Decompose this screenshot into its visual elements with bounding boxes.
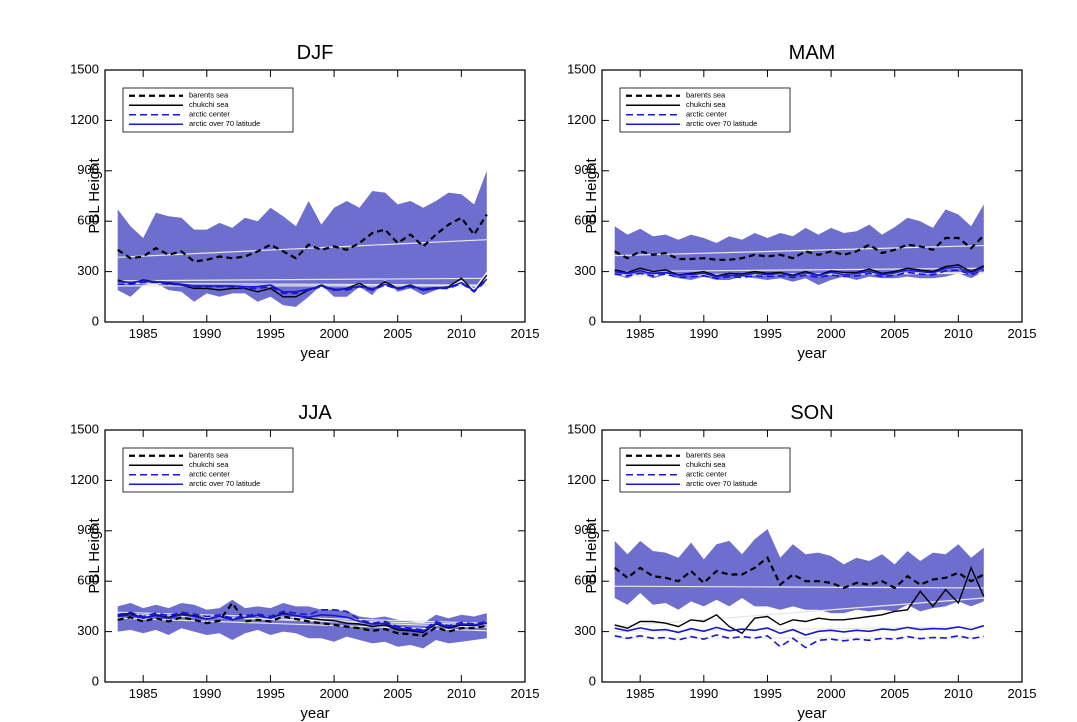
xtick-label: 2015 bbox=[1008, 326, 1037, 341]
legend-label: arctic center bbox=[686, 110, 727, 119]
xtick-label: 2015 bbox=[511, 686, 540, 701]
ytick-label: 0 bbox=[92, 313, 99, 328]
xaxis-label: year bbox=[105, 345, 525, 362]
xtick-label: 2000 bbox=[817, 686, 846, 701]
xtick-label: 1990 bbox=[192, 686, 221, 701]
xtick-label: 2000 bbox=[320, 686, 349, 701]
legend-label: chukchi sea bbox=[686, 460, 726, 469]
legend-label: arctic over 70 latitude bbox=[189, 119, 260, 128]
ytick-label: 1500 bbox=[567, 61, 596, 76]
legend-label: chukchi sea bbox=[686, 100, 726, 109]
xtick-label: 1985 bbox=[129, 326, 158, 341]
xtick-label: 2015 bbox=[511, 326, 540, 341]
xtick-label: 1985 bbox=[129, 686, 158, 701]
ytick-label: 0 bbox=[589, 673, 596, 688]
xtick-label: 2005 bbox=[383, 326, 412, 341]
xtick-label: 2010 bbox=[944, 686, 973, 701]
xtick-label: 1995 bbox=[256, 326, 285, 341]
ytick-label: 1200 bbox=[70, 472, 99, 487]
xtick-label: 2010 bbox=[447, 326, 476, 341]
xtick-label: 1990 bbox=[689, 686, 718, 701]
xtick-label: 1990 bbox=[192, 326, 221, 341]
xtick-label: 2005 bbox=[383, 686, 412, 701]
ytick-label: 900 bbox=[574, 162, 596, 177]
panel-title: JJA bbox=[105, 402, 525, 425]
xtick-label: 1990 bbox=[689, 326, 718, 341]
plot-svg: 0300600900120015001985199019952000200520… bbox=[105, 430, 525, 682]
ytick-label: 600 bbox=[77, 213, 99, 228]
legend-label: barents sea bbox=[686, 451, 726, 460]
xtick-label: 2000 bbox=[817, 326, 846, 341]
plot-svg: 0300600900120015001985199019952000200520… bbox=[105, 70, 525, 322]
xtick-label: 1985 bbox=[626, 326, 655, 341]
legend-label: chukchi sea bbox=[189, 460, 229, 469]
legend-label: arctic center bbox=[189, 110, 230, 119]
panel-title: DJF bbox=[105, 42, 525, 65]
ytick-label: 900 bbox=[77, 522, 99, 537]
panel-jja: JJAyearPBL Height03006009001200150019851… bbox=[105, 430, 525, 682]
xtick-label: 2010 bbox=[944, 326, 973, 341]
plot-svg: 0300600900120015001985199019952000200520… bbox=[602, 70, 1022, 322]
xtick-label: 1995 bbox=[753, 326, 782, 341]
ytick-label: 1500 bbox=[567, 421, 596, 436]
ytick-label: 900 bbox=[77, 162, 99, 177]
xaxis-label: year bbox=[602, 705, 1022, 722]
xtick-label: 1995 bbox=[256, 686, 285, 701]
legend-label: arctic over 70 latitude bbox=[189, 479, 260, 488]
xtick-label: 2005 bbox=[880, 326, 909, 341]
xtick-label: 2015 bbox=[1008, 686, 1037, 701]
xaxis-label: year bbox=[105, 705, 525, 722]
ytick-label: 0 bbox=[92, 673, 99, 688]
plot-svg: 0300600900120015001985199019952000200520… bbox=[602, 430, 1022, 682]
xtick-label: 2000 bbox=[320, 326, 349, 341]
xtick-label: 2010 bbox=[447, 686, 476, 701]
ytick-label: 0 bbox=[589, 313, 596, 328]
ytick-label: 1500 bbox=[70, 61, 99, 76]
ytick-label: 600 bbox=[574, 573, 596, 588]
ytick-label: 600 bbox=[77, 573, 99, 588]
legend-label: barents sea bbox=[189, 451, 229, 460]
panel-djf: DJFyearPBL Height03006009001200150019851… bbox=[105, 70, 525, 322]
legend-label: arctic over 70 latitude bbox=[686, 119, 757, 128]
figure-root: DJFyearPBL Height03006009001200150019851… bbox=[0, 0, 1077, 720]
legend-label: barents sea bbox=[189, 91, 229, 100]
legend-label: arctic over 70 latitude bbox=[686, 479, 757, 488]
ytick-label: 1200 bbox=[70, 112, 99, 127]
ytick-label: 300 bbox=[77, 263, 99, 278]
ytick-label: 600 bbox=[574, 213, 596, 228]
ytick-label: 1500 bbox=[70, 421, 99, 436]
legend-label: barents sea bbox=[686, 91, 726, 100]
panel-son: SONyearPBL Height03006009001200150019851… bbox=[602, 430, 1022, 682]
panel-title: MAM bbox=[602, 42, 1022, 65]
legend-label: chukchi sea bbox=[189, 100, 229, 109]
xtick-label: 2005 bbox=[880, 686, 909, 701]
xtick-label: 1985 bbox=[626, 686, 655, 701]
ytick-label: 300 bbox=[574, 623, 596, 638]
ytick-label: 300 bbox=[574, 263, 596, 278]
panel-mam: MAMyearPBL Height03006009001200150019851… bbox=[602, 70, 1022, 322]
xtick-label: 1995 bbox=[753, 686, 782, 701]
ytick-label: 300 bbox=[77, 623, 99, 638]
ytick-label: 1200 bbox=[567, 112, 596, 127]
ytick-label: 900 bbox=[574, 522, 596, 537]
panel-title: SON bbox=[602, 402, 1022, 425]
ytick-label: 1200 bbox=[567, 472, 596, 487]
xaxis-label: year bbox=[602, 345, 1022, 362]
legend-label: arctic center bbox=[686, 470, 727, 479]
legend-label: arctic center bbox=[189, 470, 230, 479]
